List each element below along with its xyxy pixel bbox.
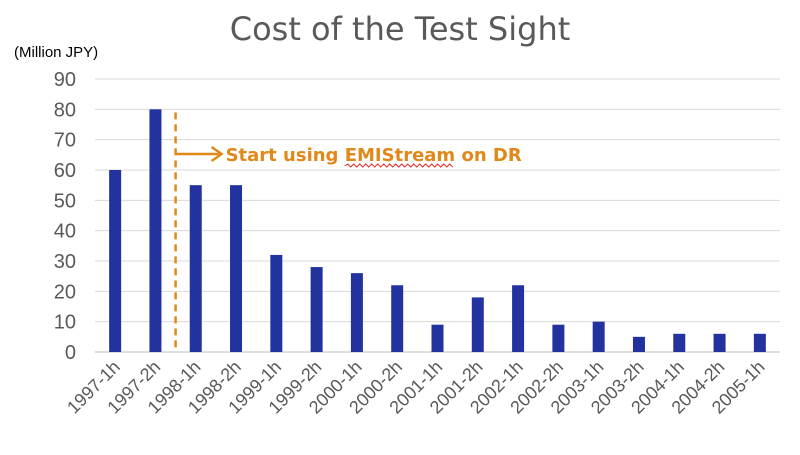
y-tick-label: 60 [54, 160, 76, 182]
bar [431, 324, 444, 352]
annotation-text-suffix: on DR [455, 145, 522, 166]
bar [471, 297, 484, 352]
spellcheck-underline [344, 163, 454, 168]
annotation-text-product: EMIStream [345, 145, 455, 166]
bar [632, 336, 645, 352]
y-axis-unit-label: (Million JPY) [14, 44, 99, 61]
annotation-text: Start using EMIStream on DR [226, 145, 522, 166]
bar [592, 321, 605, 352]
bar [109, 170, 122, 352]
y-tick-label: 10 [54, 312, 76, 334]
y-tick-label: 0 [65, 342, 76, 364]
bar [189, 185, 202, 352]
y-tick-label: 40 [54, 221, 76, 243]
bar [552, 324, 565, 352]
bar [230, 185, 243, 352]
y-tick-label: 20 [54, 281, 76, 303]
bar [270, 254, 283, 352]
y-tick-label: 90 [54, 69, 76, 91]
annotation-text-prefix: Start using [226, 145, 345, 166]
y-tick-label: 50 [54, 190, 76, 212]
y-axis-ticks: 0 10 20 30 40 50 60 70 80 90 [54, 69, 76, 364]
bar [673, 333, 686, 352]
y-tick-label: 80 [54, 99, 76, 121]
bar [753, 333, 766, 352]
bar [350, 273, 363, 352]
bars [109, 109, 766, 352]
y-tick-label: 30 [54, 251, 76, 273]
y-tick-label: 70 [54, 130, 76, 152]
bar [310, 267, 323, 352]
bar [391, 285, 404, 352]
annotation: Start using EMIStream on DR [174, 112, 522, 352]
chart-title: Cost of the Test Sight [229, 10, 571, 48]
bar [149, 109, 162, 352]
annotation-arrow-head [210, 145, 224, 163]
x-axis-ticks: 1997-1h1997-2h1998-1h1998-2h1999-1h1999-… [63, 357, 769, 418]
bar [512, 285, 525, 352]
bar [713, 333, 726, 352]
